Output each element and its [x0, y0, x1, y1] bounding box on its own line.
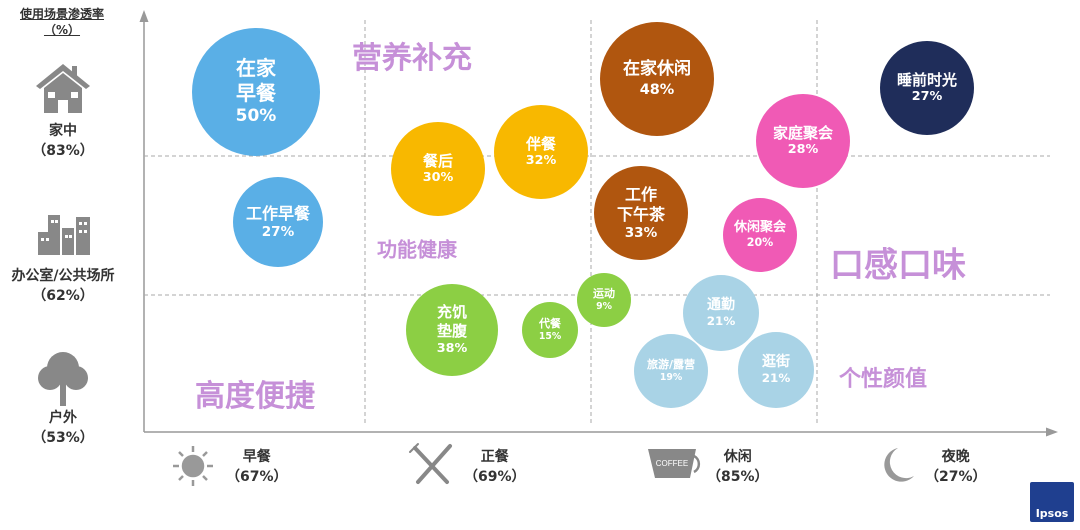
bubble: 充饥 垫腹 38%	[406, 284, 498, 376]
x-value: （27%）	[925, 469, 987, 485]
bubble-label: 睡前时光	[896, 70, 957, 89]
x-value: （67%）	[226, 469, 288, 485]
bubble: 工作 下午茶 33%	[594, 166, 688, 260]
x-category-night: 夜晚 （27%）	[925, 447, 987, 487]
house-icon	[36, 64, 90, 113]
x-category-meal: 正餐 （69%）	[464, 447, 526, 487]
y-value: （62%）	[32, 288, 94, 304]
bubble-value: 21%	[761, 371, 791, 386]
bubble-label: 下午茶	[616, 204, 665, 224]
bubble-label: 逛街	[762, 353, 790, 370]
bubble: 在家 早餐 50%	[192, 28, 320, 156]
bubble-value: 28%	[787, 142, 819, 158]
bubble-label: 工作	[624, 184, 657, 204]
bubble-label: 餐后	[422, 151, 453, 170]
bubble-value: 27%	[261, 223, 295, 240]
x-value: （85%）	[707, 469, 769, 485]
y-category-office: 办公室/公共场所 （62%）	[11, 266, 114, 306]
x-label: 正餐	[480, 449, 509, 465]
bubble-label: 运动	[593, 287, 615, 301]
bubble: 工作早餐 27%	[233, 177, 323, 267]
ipsos-logo: Ipsos	[1030, 482, 1074, 522]
bubble: 餐后 30%	[391, 122, 485, 216]
bubble: 在家休闲 48%	[600, 22, 714, 136]
x-label: 早餐	[242, 449, 271, 465]
bubble-value: 33%	[624, 224, 658, 241]
bubble-label: 充饥	[436, 303, 467, 322]
y-unit-text: （%）	[43, 23, 81, 37]
y-label: 户外	[48, 410, 77, 426]
moon-icon	[884, 448, 914, 482]
bubble-label: 工作早餐	[245, 203, 310, 223]
x-value: （69%）	[464, 469, 526, 485]
bubble-value: 19%	[659, 372, 683, 384]
bubble: 代餐 15%	[522, 302, 578, 358]
bubble: 旅游/露营 19%	[634, 334, 708, 408]
bubble: 休闲聚会 20%	[723, 198, 797, 272]
bubble-value: 32%	[525, 153, 557, 169]
y-axis-title: 使用场景渗透率 （%）	[20, 6, 104, 38]
bubble-value: 48%	[639, 81, 675, 98]
x-category-breakfast: 早餐 （67%）	[226, 447, 288, 487]
bubble-value: 50%	[235, 106, 277, 127]
bubble-label: 垫腹	[436, 322, 467, 341]
y-category-home: 家中 （83%）	[32, 121, 94, 161]
x-label: 夜晚	[941, 449, 970, 465]
bubble-value: 9%	[596, 301, 612, 313]
sun-icon	[173, 446, 213, 486]
x-label: 休闲	[723, 449, 752, 465]
need-label: 高度便捷	[195, 379, 315, 414]
bubble: 家庭聚会 28%	[756, 94, 850, 188]
bubble: 伴餐 32%	[494, 105, 588, 199]
bubble: 逛街 21%	[738, 332, 814, 408]
y-value: （53%）	[32, 430, 94, 446]
bubble-value: 15%	[538, 331, 562, 343]
x-category-leisure: 休闲 （85%）	[707, 447, 769, 487]
y-category-outdoor: 户外 （53%）	[32, 408, 94, 448]
y-label: 办公室/公共场所	[11, 268, 115, 284]
tree-icon	[38, 352, 88, 406]
need-label: 功能健康	[377, 237, 457, 262]
bubble: 通勤 21%	[683, 275, 759, 351]
y-title-text: 使用场景渗透率	[19, 7, 105, 21]
fork-knife-icon	[409, 443, 452, 484]
bubble-label: 在家休闲	[623, 59, 691, 80]
coffee-cup-icon: COFFEE	[648, 449, 701, 478]
bubble-label: 休闲聚会	[733, 219, 786, 235]
bubble: 睡前时光 27%	[880, 41, 974, 135]
bubble-value: 21%	[706, 314, 736, 329]
bubble-value: 20%	[746, 236, 774, 250]
need-label: 个性颜值	[838, 367, 928, 392]
bubble-value: 27%	[911, 89, 943, 105]
bubble-label: 在家	[236, 56, 276, 81]
y-value: （83%）	[32, 143, 94, 159]
bubble-label: 早餐	[236, 81, 276, 106]
bubble-value: 38%	[436, 340, 468, 356]
svg-text:COFFEE: COFFEE	[656, 459, 688, 468]
bubble-label: 家庭聚会	[772, 123, 833, 142]
need-label: 营养补充	[352, 41, 472, 76]
bubble-label: 旅游/露营	[646, 358, 696, 372]
bubble-label: 通勤	[707, 296, 735, 313]
bubble-label: 代餐	[539, 317, 561, 331]
y-label: 家中	[48, 123, 77, 139]
bubble: 运动 9%	[577, 273, 631, 327]
office-building-icon	[38, 215, 90, 255]
bubble-label: 伴餐	[525, 134, 556, 153]
need-label: 口感口味	[830, 245, 966, 286]
bubble-value: 30%	[422, 170, 454, 186]
